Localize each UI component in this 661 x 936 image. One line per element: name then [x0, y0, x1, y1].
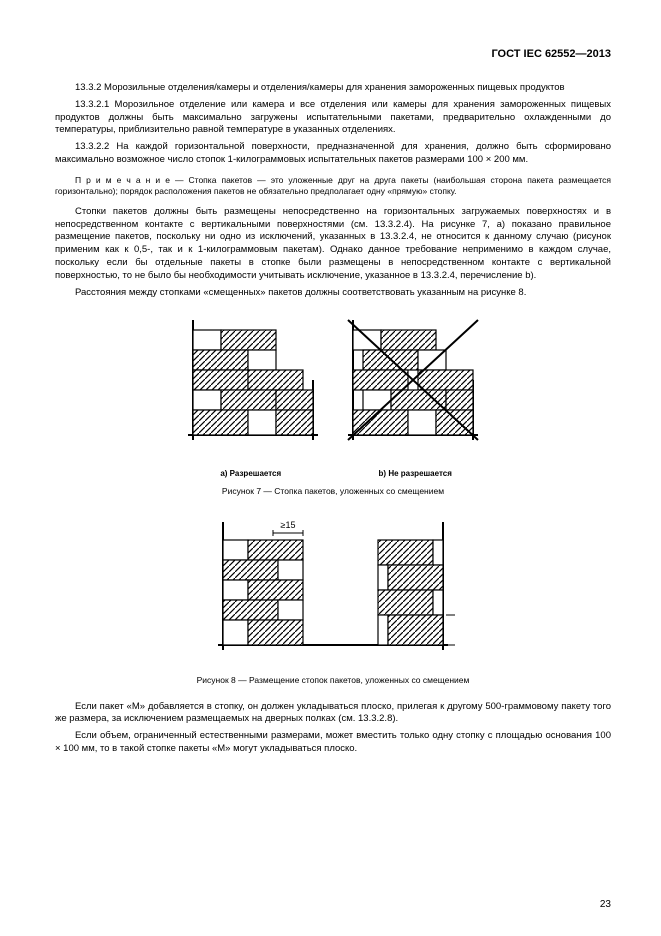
figure-7: a) Разрешается b) Не разрешается	[55, 310, 611, 478]
para-13-3-2-2: 13.3.2.2 На каждой горизонтальной поверх…	[55, 141, 611, 167]
para-distances: Расстояния между стопками «смещенных» па…	[55, 287, 611, 300]
fig8-gap-label: ≥15	[281, 520, 296, 530]
fig7-label-b: b) Не разрешается	[345, 469, 485, 478]
para-m-packet: Если пакет «М» добавляется в стопку, он …	[55, 701, 611, 727]
figure-7-caption: Рисунок 7 — Стопка пакетов, уложенных со…	[55, 486, 611, 496]
para-volume: Если объем, ограниченный естественными р…	[55, 730, 611, 756]
para-stacks-placement: Стопки пакетов должны быть размещены неп…	[55, 206, 611, 283]
figure-8-caption: Рисунок 8 — Размещение стопок пакетов, у…	[55, 675, 611, 685]
fig7-label-a: a) Разрешается	[181, 469, 321, 478]
page-number: 23	[600, 899, 611, 910]
doc-header: ГОСТ IEC 62552—2013	[55, 48, 611, 60]
figure-8: ≥15	[55, 512, 611, 667]
para-13-3-2-1: 13.3.2.1 Морозильное отделение или камер…	[55, 99, 611, 137]
para-13-3-2: 13.3.2 Морозильные отделения/камеры и от…	[55, 82, 611, 95]
note-1: П р и м е ч а н и е — Стопка пакетов — э…	[55, 175, 611, 198]
